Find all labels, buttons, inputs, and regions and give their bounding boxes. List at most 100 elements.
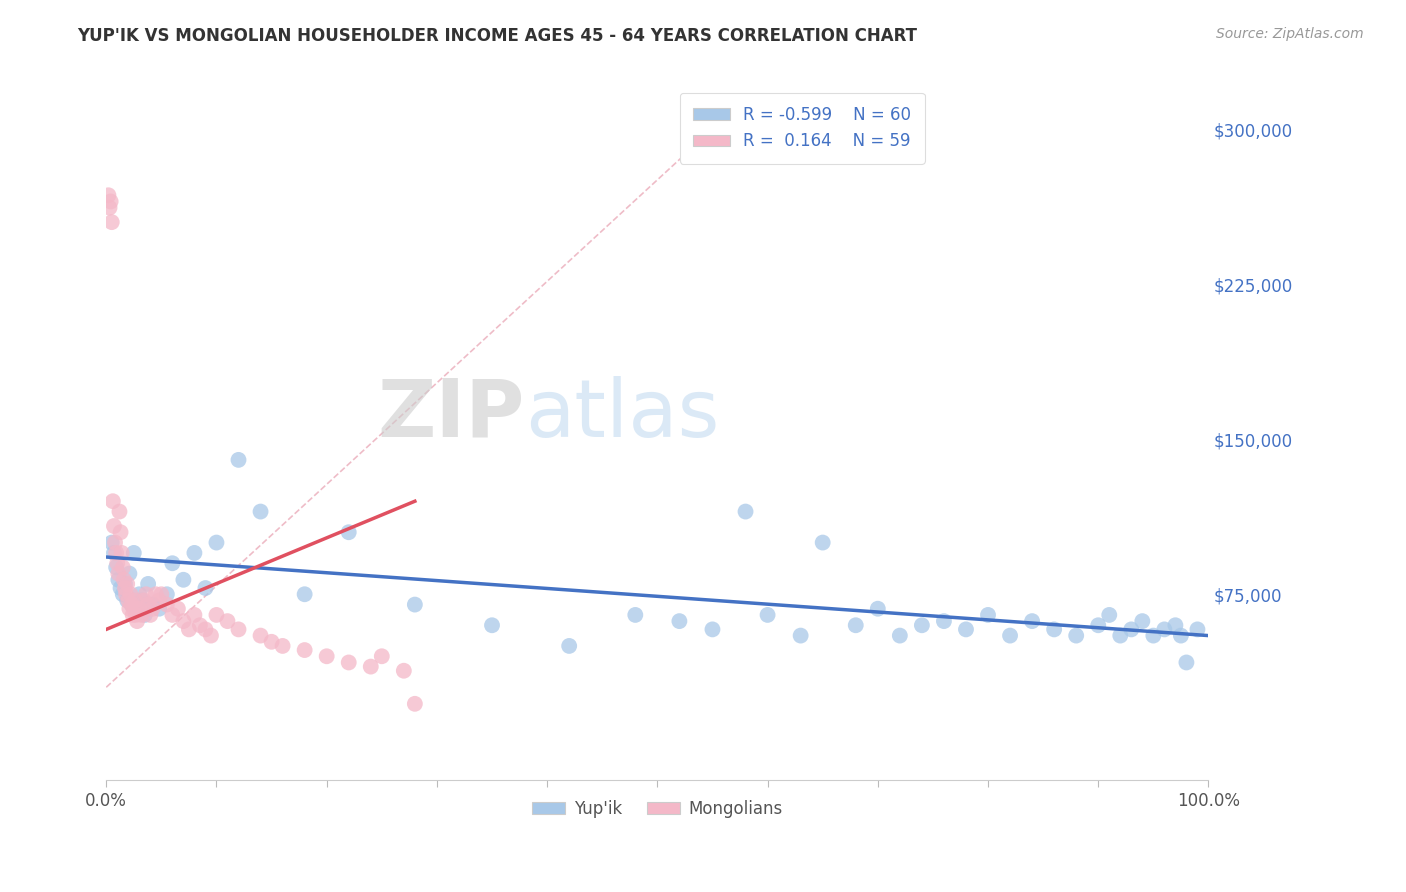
Point xyxy=(127,614,149,628)
Point xyxy=(111,587,134,601)
Point xyxy=(141,598,163,612)
Point xyxy=(734,504,756,518)
Point xyxy=(121,598,143,612)
Point xyxy=(205,535,228,549)
Point xyxy=(789,629,811,643)
Point xyxy=(156,598,179,612)
Legend: Yup'ik, Mongolians: Yup'ik, Mongolians xyxy=(526,793,789,825)
Point xyxy=(121,607,143,622)
Point xyxy=(120,587,142,601)
Point xyxy=(1164,618,1187,632)
Point xyxy=(194,623,217,637)
Point xyxy=(167,601,190,615)
Point xyxy=(1121,623,1143,637)
Point xyxy=(404,598,426,612)
Point xyxy=(271,639,294,653)
Point xyxy=(249,504,271,518)
Point xyxy=(1170,629,1192,643)
Point xyxy=(141,601,163,615)
Point xyxy=(125,601,148,615)
Point xyxy=(1098,607,1121,622)
Point xyxy=(183,607,205,622)
Point xyxy=(114,577,136,591)
Point xyxy=(136,577,159,591)
Point xyxy=(136,598,159,612)
Point xyxy=(135,587,157,601)
Point xyxy=(103,519,125,533)
Point xyxy=(998,629,1021,643)
Point xyxy=(315,649,337,664)
Point xyxy=(104,535,127,549)
Point xyxy=(100,194,122,209)
Point xyxy=(294,643,316,657)
Point xyxy=(194,581,217,595)
Point xyxy=(128,587,150,601)
Point xyxy=(97,188,120,202)
Point xyxy=(98,201,121,215)
Point xyxy=(118,566,141,581)
Point xyxy=(115,577,138,591)
Point xyxy=(866,601,889,615)
Point xyxy=(110,581,132,595)
Point xyxy=(1064,629,1087,643)
Point xyxy=(125,607,148,622)
Point xyxy=(100,215,122,229)
Point xyxy=(360,659,382,673)
Point xyxy=(260,635,283,649)
Text: YUP'IK VS MONGOLIAN HOUSEHOLDER INCOME AGES 45 - 64 YEARS CORRELATION CHART: YUP'IK VS MONGOLIAN HOUSEHOLDER INCOME A… xyxy=(77,27,917,45)
Point xyxy=(294,587,316,601)
Point xyxy=(122,601,145,615)
Point xyxy=(128,601,150,615)
Point xyxy=(162,607,184,622)
Point xyxy=(107,566,129,581)
Point xyxy=(100,535,122,549)
Point xyxy=(249,629,271,643)
Point xyxy=(624,607,647,622)
Point xyxy=(111,546,134,560)
Point xyxy=(121,598,143,612)
Point xyxy=(139,607,162,622)
Point xyxy=(228,453,250,467)
Point xyxy=(105,560,128,574)
Point xyxy=(392,664,415,678)
Point xyxy=(134,607,156,622)
Point xyxy=(228,623,250,637)
Point xyxy=(172,614,194,628)
Point xyxy=(337,656,360,670)
Point xyxy=(132,593,155,607)
Point xyxy=(955,623,977,637)
Point xyxy=(124,593,146,607)
Text: atlas: atlas xyxy=(524,376,720,454)
Point xyxy=(1043,623,1066,637)
Point xyxy=(110,525,132,540)
Point xyxy=(889,629,911,643)
Point xyxy=(371,649,394,664)
Point xyxy=(200,629,222,643)
Point xyxy=(105,556,128,570)
Text: Source: ZipAtlas.com: Source: ZipAtlas.com xyxy=(1216,27,1364,41)
Point xyxy=(811,535,834,549)
Point xyxy=(702,623,724,637)
Point xyxy=(148,601,170,615)
Point xyxy=(845,618,868,632)
Point xyxy=(108,504,131,518)
Point xyxy=(977,607,1000,622)
Point xyxy=(111,560,134,574)
Point xyxy=(1153,623,1175,637)
Point xyxy=(404,697,426,711)
Point xyxy=(911,618,934,632)
Point xyxy=(1021,614,1043,628)
Point xyxy=(118,601,141,615)
Point xyxy=(122,546,145,560)
Point xyxy=(131,593,153,607)
Point xyxy=(337,525,360,540)
Point xyxy=(101,494,124,508)
Point xyxy=(1175,656,1198,670)
Point xyxy=(117,593,139,607)
Point xyxy=(172,573,194,587)
Point xyxy=(188,618,211,632)
Point xyxy=(1187,623,1209,637)
Point xyxy=(107,573,129,587)
Point xyxy=(105,546,128,560)
Point xyxy=(114,581,136,595)
